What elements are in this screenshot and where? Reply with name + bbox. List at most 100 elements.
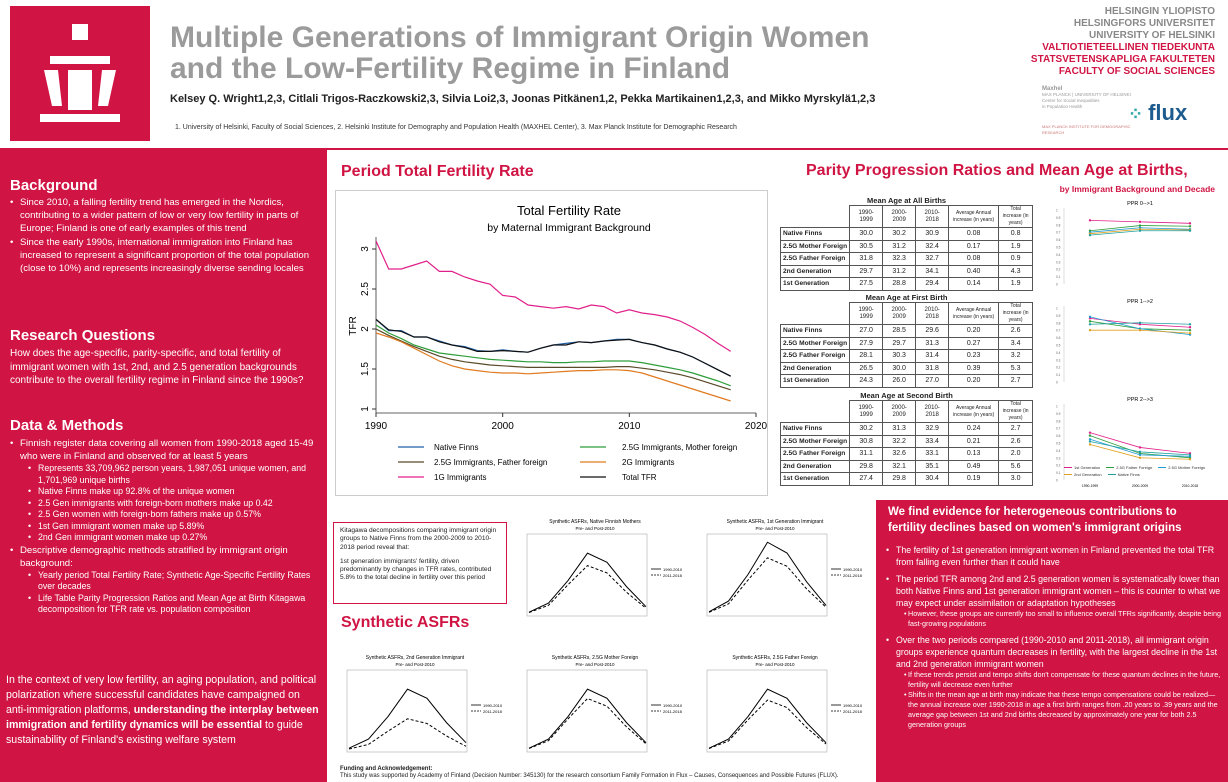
ppr-y-tick-label: 0.2 (1056, 464, 1061, 468)
row-label: 2nd Generation (779, 264, 851, 278)
context-part-1: In the context of very low fertility, an… (6, 674, 317, 716)
affiliations: 1. University of Helsinki, Faculty of So… (175, 124, 737, 131)
tfr-y-axis-label: TFR (348, 316, 359, 335)
maxhel-name: Maxhel (1042, 86, 1063, 92)
table-cell: 0.39 (948, 361, 1000, 375)
table-cell: 0.08 (948, 252, 1000, 266)
ppr-y-tick-label: 1 (1056, 307, 1058, 311)
table-cell: 29.7 (882, 336, 917, 350)
asfr-legend-label: 2011-2018 (663, 573, 683, 578)
row-label: 2.5G Father Foreign (779, 252, 851, 266)
ppr-y-tick-label: 0.6 (1056, 434, 1061, 438)
university-names: HELSINGIN YLIOPISTO HELSINGFORS UNIVERSI… (980, 6, 1215, 78)
table-cell: 26.0 (882, 374, 917, 388)
university-logo (10, 6, 150, 141)
dm-sub-8: Life Table Parity Progression Ratios and… (8, 593, 320, 616)
dm-sub-5: 1st Gen immigrant women make up 5.89% (8, 521, 320, 533)
table-cell: 28.8 (882, 277, 917, 291)
parity-section-subtitle: by Immigrant Background and Decade (1059, 184, 1215, 194)
table-cell: 33.4 (915, 434, 950, 448)
table-cell: 0.23 (948, 349, 1000, 363)
legend-label-1g: 1G Immigrants (434, 473, 486, 482)
ppr-point (1188, 331, 1192, 335)
asfr-line-2011-2018 (528, 565, 647, 614)
flux-logo: ⁘ flux (1128, 100, 1187, 126)
table-cell: 31.3 (915, 336, 950, 350)
table-cell: 3.4 (998, 336, 1034, 350)
ppr-y-tick-label: 0.7 (1056, 231, 1061, 235)
table-cell: 3.0 (998, 472, 1034, 486)
table-cell: 0.9 (998, 252, 1034, 266)
tfr-y-tick-label: 1.5 (360, 362, 371, 376)
table-cell: 27.0 (915, 374, 950, 388)
ppr-y-tick-label: 0.9 (1056, 314, 1061, 318)
asfr-title: Synthetic ASFRs, 2.5G Mother Foreign (552, 655, 639, 661)
table-cell: 31.1 (849, 447, 884, 461)
ppr-title: PPR 1-->2 (1127, 299, 1153, 305)
table: 1990- 1999 2000- 2009 2010- 2018 Average An… (779, 400, 1034, 486)
ppr-y-tick-label: 0.8 (1056, 419, 1061, 423)
asfr-chart-father: Synthetic ASFRs, 2.5G Father Foreign Pre-… (695, 650, 870, 762)
tfr-x-tick-label: 2000 (492, 421, 515, 432)
kitagawa-result: 1st generation immigrants' fertility, dr… (340, 557, 492, 582)
ppr-y-tick-label: 0.8 (1056, 223, 1061, 227)
table-header-cell: Average Annual increase (in years) (948, 205, 1000, 228)
ppr-chart-1-2: PPR 1-->2 0 0.1 0.2 0.3 0.4 0.5 0.6 0.7 0.8 0.9 1 (1050, 294, 1222, 392)
table-cell: 5.6 (998, 459, 1034, 473)
ppr-y-tick-label: 0.3 (1056, 358, 1061, 362)
tfr-y-tick-label: 1 (360, 406, 371, 412)
legend-label-mother: 2.5G Immigrants, Mother foreign (622, 443, 737, 452)
research-questions-heading: Research Questions (10, 327, 156, 344)
asfr-subtitle: Pre- and Post-2010 (755, 526, 795, 531)
table-cell: 30.2 (882, 227, 917, 241)
table-header-cell: 1990- 1999 (849, 205, 884, 228)
table-corner (781, 401, 850, 423)
table-cell: 1.9 (998, 239, 1034, 253)
table-cell: 29.7 (849, 264, 884, 278)
finding-3-sub-1: If these trends persist and tempo shifts… (884, 670, 1222, 690)
table-cell: 30.9 (915, 227, 950, 241)
ppr-y-tick-label: 0.3 (1056, 456, 1061, 460)
table-cell: 0.14 (948, 277, 1000, 291)
context-paragraph: In the context of very low fertility, an… (6, 673, 322, 748)
table-cell: 32.1 (882, 459, 917, 473)
ppr-legend-label: 2.5G Father Foreign (1116, 465, 1153, 470)
asfr-line-2011-2018 (348, 718, 467, 750)
table: 1990- 1999 2000- 2009 2010- 2018 Average An… (779, 205, 1034, 291)
maxhel-line1: MAX PLANCK | UNIVERSITY OF HELSINKI (1042, 92, 1131, 97)
ppr-y-tick-label: 0.7 (1056, 329, 1061, 333)
table-cell: 32.4 (915, 239, 950, 253)
table-cell: 0.19 (948, 472, 1000, 486)
table-corner (781, 206, 850, 228)
ppr-y-tick-label: 0.5 (1056, 246, 1061, 250)
table-cell: 2.7 (998, 374, 1034, 388)
ppr-legend-item: Native Finns (1107, 471, 1140, 478)
findings-heading: We find evidence for heterogeneous contr… (888, 506, 1182, 534)
ppr-point (1088, 323, 1092, 326)
row-label: 2.5G Mother Foreign (779, 336, 851, 350)
ppr-y-tick-label: 0.1 (1056, 373, 1061, 377)
table-cell: 31.8 (915, 361, 950, 375)
ppr-point (1088, 434, 1092, 437)
table-row: 1st Generation 24.3 26.0 27.0 0.20 2.7 (779, 374, 1034, 388)
asfr-plot-frame (346, 669, 468, 753)
asfr-subtitle: Pre- and Post-2010 (755, 662, 795, 667)
data-methods-list: Finnish register data covering all women… (8, 437, 320, 616)
tfr-line-2g-immigrants (375, 332, 731, 402)
ppr-title: PPR 0-->1 (1127, 201, 1153, 207)
ppr-point (1088, 219, 1092, 222)
ppr-point (1138, 321, 1142, 324)
table-header-cell: Average Annual increase (in years) (948, 302, 1000, 325)
row-label: 1st Generation (779, 277, 851, 291)
ppr-y-tick-label: 0.7 (1056, 427, 1061, 431)
table-cell: 0.21 (948, 434, 1000, 448)
table-cell: 31.3 (882, 422, 917, 436)
table-cell: 0.20 (948, 324, 1000, 338)
table-cell: 0.27 (948, 336, 1000, 350)
ppr-point (1188, 329, 1192, 332)
asfr-chart-mother: Synthetic ASFRs, 2.5G Mother Foreign Pre-… (515, 650, 690, 762)
parity-section-title: Parity Progression Ratios and Mean Age a… (806, 162, 1188, 179)
ppr-point (1138, 453, 1142, 457)
table-row: 2.5G Mother Foreign 30.8 32.2 33.4 0.21 2.6 (779, 434, 1034, 448)
maxhel-line2: Center for Social Inequalities (1042, 98, 1100, 103)
